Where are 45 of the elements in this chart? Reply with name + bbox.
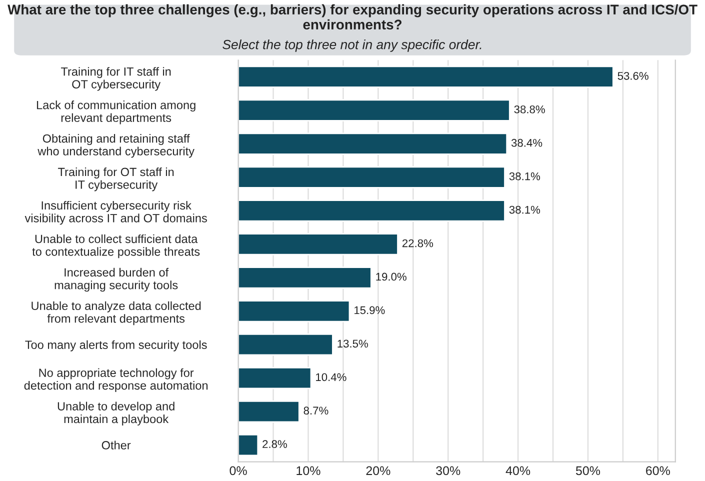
y-tick-label: Insufficient cybersecurity risk visibility across IT and OT domains — [24, 200, 207, 225]
y-tick-label: Training for IT staff in OT cybersecurity — [61, 67, 171, 91]
y-tick-label: Other — [102, 440, 131, 450]
chart-title: What are the top three challenges (e.g., barriers) for expanding security operations across IT and ICS/OT environments? — [8, 4, 698, 30]
x-tick-label: 60% — [646, 466, 670, 476]
data-label: 13.5% — [338, 340, 368, 348]
bar — [238, 99, 510, 122]
data-label: 8.7% — [304, 406, 328, 415]
x-tick-label: 10% — [296, 466, 320, 476]
y-tick-label: No appropriate technology for detection and response automation — [24, 368, 208, 392]
data-label: 53.6% — [618, 72, 648, 80]
data-label: 2.8% — [262, 440, 287, 448]
bar — [238, 334, 334, 356]
y-tick-label: Lack of communication among relevant departments — [36, 100, 196, 124]
x-tick-label: 20% — [366, 466, 390, 476]
bar — [238, 66, 614, 88]
data-label: 38.8% — [514, 105, 545, 114]
x-tick-label: 0% — [230, 466, 247, 476]
bar — [238, 367, 312, 390]
bar — [238, 266, 372, 289]
y-tick-label: Obtaining and retaining staff who understand cybersecurity — [38, 134, 194, 158]
y-tick-label: Increased burden of managing security tools — [54, 268, 178, 292]
bar — [238, 132, 508, 155]
x-tick-label: 40% — [506, 466, 530, 476]
bar — [238, 434, 259, 456]
y-tick-label: Training for OT staff in IT cybersecurity — [58, 167, 174, 192]
data-label: 38.1% — [509, 172, 540, 180]
data-label: 10.4% — [316, 373, 346, 382]
bar — [238, 166, 506, 188]
data-label: 15.9% — [354, 306, 385, 314]
y-tick-label: Unable to develop and maintain a playbook — [58, 402, 174, 426]
data-label: 22.8% — [402, 239, 434, 248]
bar — [238, 200, 506, 222]
y-tick-label: Unable to analyze data collected from relevant departments — [32, 301, 201, 326]
data-label: 38.4% — [511, 138, 542, 147]
chart-subtitle: Select the top three not in any specific order. — [222, 40, 482, 52]
y-tick-label: Too many alerts from security tools — [25, 340, 207, 352]
bar — [238, 300, 350, 322]
data-label: 19.0% — [376, 272, 406, 281]
y-tick-label: Unable to collect sufficient data to contextualize possible threats — [32, 234, 200, 258]
data-label: 38.1% — [509, 206, 540, 214]
x-tick-label: 30% — [436, 466, 460, 476]
bar — [238, 233, 398, 256]
x-tick-label: 50% — [576, 466, 600, 476]
bar — [238, 400, 300, 423]
